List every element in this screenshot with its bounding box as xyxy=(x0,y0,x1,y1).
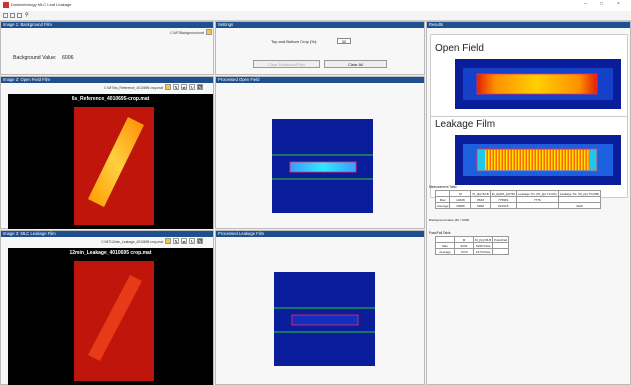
image3-edit-icon[interactable]: ✎ xyxy=(197,238,203,244)
image1-browse-folder-icon[interactable] xyxy=(206,29,212,35)
save-icon[interactable] xyxy=(10,13,15,18)
table-row: Average 7279 1273 Pass xyxy=(435,248,509,255)
image3-viewer: 12min_Leakage_4010695 crop.mat xyxy=(8,248,213,385)
image2-panel: Image 2: Open Field Film C:\MT\6s_Refere… xyxy=(0,76,214,229)
image3-header: Image 3: MLC Leakage Film xyxy=(1,231,213,237)
crop-input[interactable]: 30 xyxy=(337,38,351,44)
table-cell xyxy=(515,202,559,209)
processed-open-image xyxy=(272,119,373,213)
table-cell: 10966 xyxy=(449,202,472,209)
processed-leakage-panel: Processed Leakage Film xyxy=(215,230,425,385)
open-field-title: Open Field xyxy=(435,43,484,54)
leakage-film-title: Leakage Film xyxy=(435,119,496,130)
image2-header: Image 2: Open Field Film xyxy=(1,77,213,83)
leakage-film-heatmap xyxy=(455,135,621,185)
table-cell: 621016 xyxy=(489,202,517,209)
clear-rotations-button[interactable]: Clear Rotations/Flips xyxy=(253,60,320,68)
table-cell: 3100 xyxy=(557,202,602,209)
table-cell: Average xyxy=(434,202,451,209)
image2-browse-folder-icon[interactable] xyxy=(165,84,171,90)
image3-flip-vertical-icon[interactable]: ⇅ xyxy=(173,238,179,244)
image3-title: 12min_Leakage_4010695 crop.mat xyxy=(69,250,152,256)
image3-rotate-icon[interactable]: ↻ xyxy=(189,238,195,244)
background-value: 6006 xyxy=(62,55,74,61)
image2-flip-horizontal-icon[interactable]: ⇄ xyxy=(181,84,187,90)
image2-flip-vertical-icon[interactable]: ⇅ xyxy=(173,84,179,90)
app-logo-icon xyxy=(3,2,9,8)
image2-edit-icon[interactable]: ✎ xyxy=(197,84,203,90)
table-cell: 6860 xyxy=(470,202,491,209)
results-header: Results xyxy=(427,22,630,28)
table-row: Max 14639 8633 776961 7776 xyxy=(434,196,602,203)
image2-title: 6s_Reference_4010695-crop.mat xyxy=(71,96,150,102)
open-icon[interactable] xyxy=(3,13,8,18)
processed-open-panel: Processed Open Field xyxy=(215,76,425,229)
image2-viewer: 6s_Reference_4010695-crop.mat xyxy=(8,94,213,229)
image2-path: C:\MT\6s_Reference_4010695 crop.mat xyxy=(104,86,163,90)
maximize-button[interactable]: □ xyxy=(600,1,604,7)
close-button[interactable]: × xyxy=(617,1,620,7)
filter-icon[interactable]: ⚲ xyxy=(25,12,29,18)
leakage-film-viewer: Leakage Film xyxy=(430,116,628,198)
passfail-table-caption: Pass/Fail Table xyxy=(429,231,451,235)
clear-all-button[interactable]: Clear All xyxy=(324,60,387,68)
processed-leakage-header: Processed Leakage Film xyxy=(216,231,424,237)
table-cell xyxy=(492,248,509,255)
settings-panel: Settings Top and Bottom Crop (%): 30 Cle… xyxy=(215,21,425,75)
image2-rotate-icon[interactable]: ↻ xyxy=(189,84,195,90)
measurement-table: M M_{lp}=M-B M_{lp}/M_{of}*80 Leakage To… xyxy=(434,190,602,209)
measurement-table-caption: Measurement Table xyxy=(429,185,457,189)
open-field-heatmap xyxy=(455,59,621,109)
image3-panel: Image 3: MLC Leakage Film C:\MT\12min_Le… xyxy=(0,230,214,385)
table-row: Average 10966 6860 621016 3100 xyxy=(434,202,602,209)
table-cell: 7279 xyxy=(454,248,474,255)
image1-header: Image 1: Background Film xyxy=(1,22,213,28)
image3-path: C:\MT\12min_Leakage_4010695 crop.mat xyxy=(101,240,163,244)
image2-film xyxy=(74,107,154,225)
toolbar: ⚲ xyxy=(0,11,631,21)
print-icon[interactable] xyxy=(17,13,22,18)
table-cell: Average xyxy=(435,248,455,255)
results-panel: Results Open Field Leakage Film xyxy=(426,21,631,385)
minimize-button[interactable]: – xyxy=(584,1,587,7)
background-note: Background value (B) = 6006 xyxy=(429,218,470,222)
passfail-table: M M_{lp}=M-B Pass/Fail Max 9201 3195 Pas… xyxy=(435,236,509,255)
crop-label: Top and Bottom Crop (%): xyxy=(271,39,318,44)
image3-flip-horizontal-icon[interactable]: ⇄ xyxy=(181,238,187,244)
image1-path: C:\MT\Background.mat xyxy=(170,31,204,35)
image1-panel: Image 1: Background Film C:\MT\Backgroun… xyxy=(0,21,214,75)
table-cell: 1273 Pass xyxy=(472,248,494,255)
image3-browse-folder-icon[interactable] xyxy=(165,238,171,244)
open-field-viewer: Open Field xyxy=(430,34,628,122)
settings-header: Settings xyxy=(216,22,424,28)
background-value-label: Background Value: xyxy=(13,55,57,61)
window-title: Dosimetrology MLC Leaf Leakage xyxy=(11,2,72,7)
processed-open-header: Processed Open Field xyxy=(216,77,424,83)
processed-leakage-image xyxy=(274,272,375,366)
image3-film xyxy=(74,261,154,381)
